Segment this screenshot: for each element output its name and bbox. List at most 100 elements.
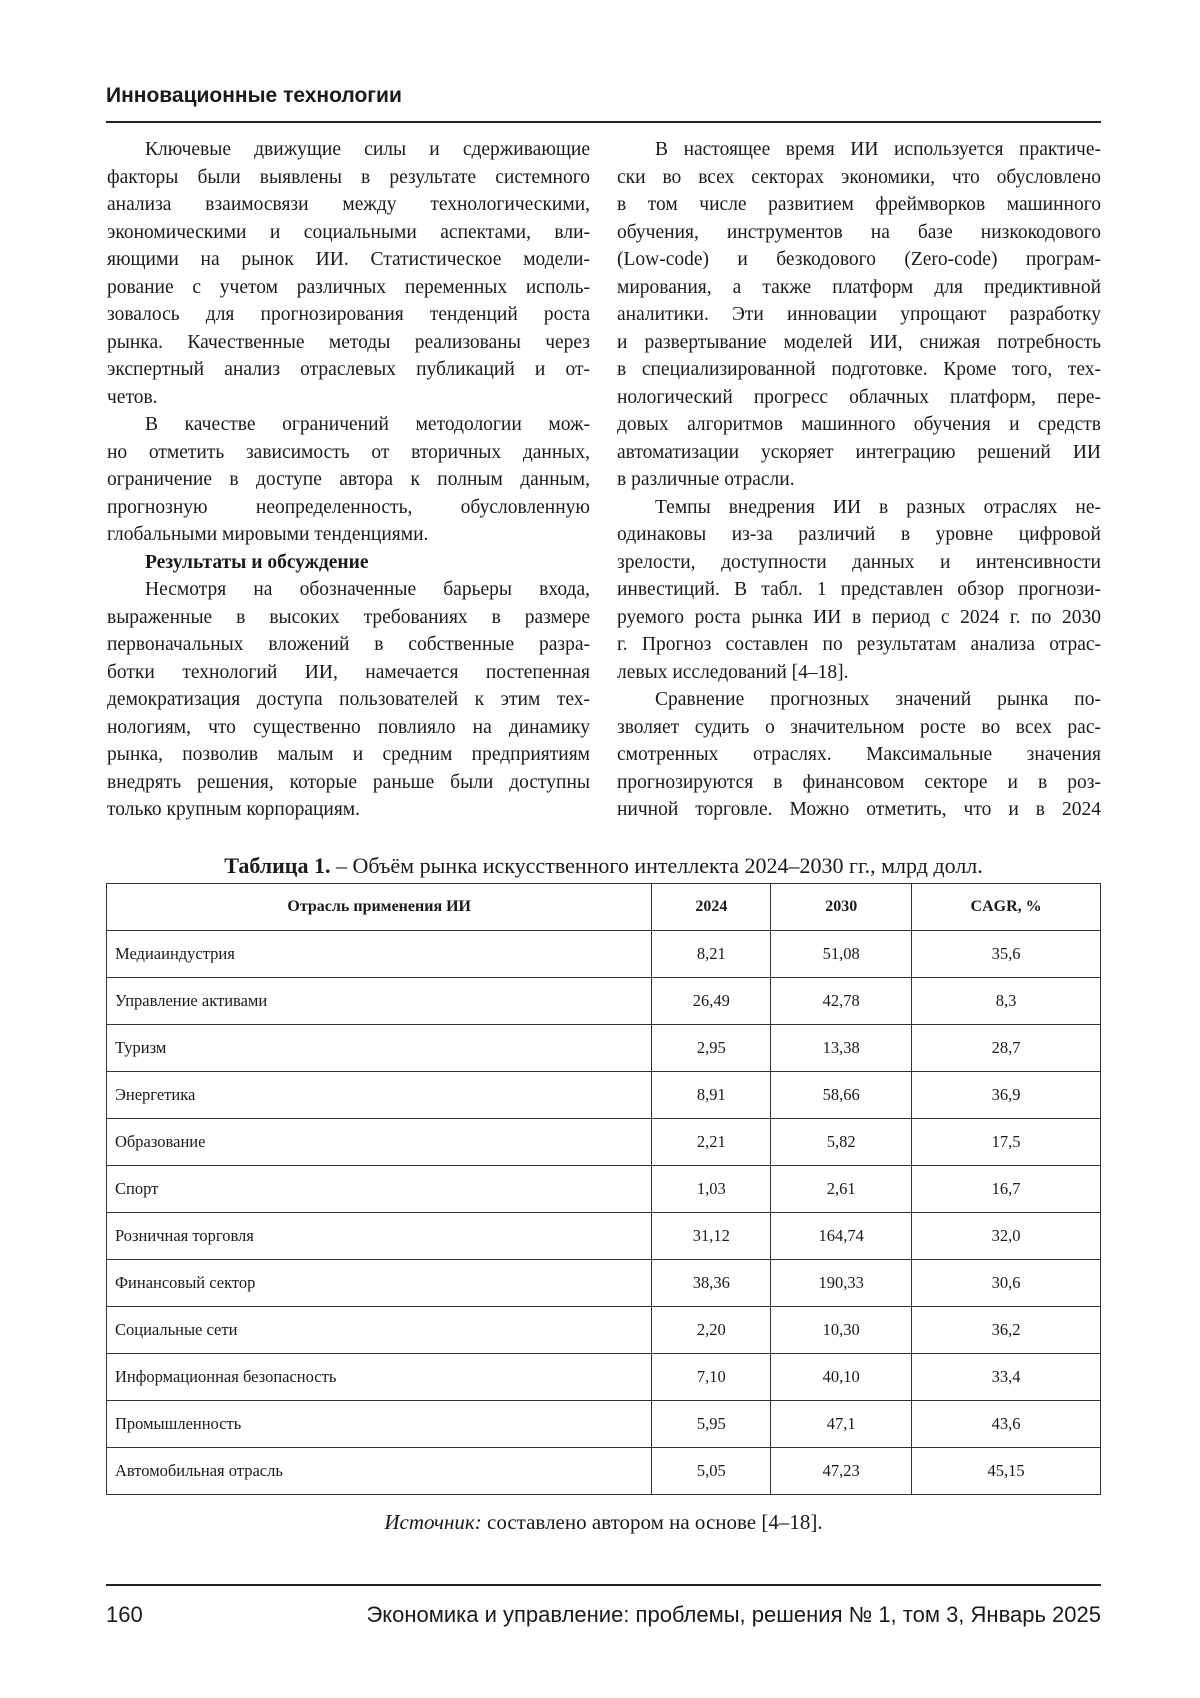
cell-2024: 31,12 [652, 1213, 771, 1260]
paragraph-line: нологиям, что существенно повлияло на ди… [107, 714, 590, 742]
table-caption: Таблица 1. – Объём рынка искусственного … [106, 853, 1101, 879]
table-row: Энергетика8,9158,6636,9 [107, 1072, 1101, 1119]
paragraph-line: довых алгоритмов машинного обучения и ср… [617, 411, 1101, 439]
cell-2030: 47,1 [771, 1401, 912, 1448]
paragraph-line: прогнозную неопределенность, обусловленн… [107, 494, 590, 522]
paragraph-line: В качестве ограничений методологии мож- [107, 411, 590, 439]
paragraph-line: ничной торговле. Можно отметить, что и в… [617, 796, 1101, 824]
source-text: составлено автором на основе [4–18]. [482, 1510, 823, 1534]
paragraph-line: смотренных отраслях. Максимальные значен… [617, 741, 1101, 769]
cell-cagr: 43,6 [912, 1401, 1101, 1448]
header-rule [106, 121, 1101, 123]
cell-2024: 2,95 [652, 1025, 771, 1072]
paragraph-line: зовалось для прогнозирования тенденций р… [107, 301, 590, 329]
cell-industry: Туризм [107, 1025, 652, 1072]
paragraph-line: четов. [107, 384, 590, 412]
table-row: Розничная торговля31,12164,7432,0 [107, 1213, 1101, 1260]
paragraph-line: но отметить зависимость от вторичных дан… [107, 439, 590, 467]
cell-cagr: 8,3 [912, 978, 1101, 1025]
paragraph-line: ботки технологий ИИ, намечается постепен… [107, 659, 590, 687]
cell-2024: 5,05 [652, 1448, 771, 1495]
header-2024: 2024 [652, 884, 771, 931]
header-industry: Отрасль применения ИИ [107, 884, 652, 931]
paragraph-line: В настоящее время ИИ используется практи… [617, 136, 1101, 164]
cell-2030: 42,78 [771, 978, 912, 1025]
paragraph-line: зволяет судить о значительном росте во в… [617, 714, 1101, 742]
cell-cagr: 30,6 [912, 1260, 1101, 1307]
table-caption-text: – Объём рынка искусственного интеллекта … [330, 853, 982, 878]
cell-industry: Медиаиндустрия [107, 931, 652, 978]
paragraph-line: одинаковы из-за различий в уровне цифров… [617, 521, 1101, 549]
paragraph-line: факторы были выявлены в результате систе… [107, 164, 590, 192]
paragraph-line: нологический прогресс облачных платформ,… [617, 384, 1101, 412]
paragraph-line: демократизация доступа пользователей к э… [107, 686, 590, 714]
table-row: Информационная безопасность7,1040,1033,4 [107, 1354, 1101, 1401]
cell-industry: Промышленность [107, 1401, 652, 1448]
cell-cagr: 16,7 [912, 1166, 1101, 1213]
cell-2030: 13,38 [771, 1025, 912, 1072]
table-row: Финансовый сектор38,36190,3330,6 [107, 1260, 1101, 1307]
cell-2024: 8,21 [652, 931, 771, 978]
paragraph-line: рынка. Качественные методы реализованы ч… [107, 329, 590, 357]
cell-2024: 7,10 [652, 1354, 771, 1401]
cell-2030: 2,61 [771, 1166, 912, 1213]
table-row: Спорт1,032,6116,7 [107, 1166, 1101, 1213]
paragraph-line: глобальными мировыми тенденциями. [107, 521, 590, 549]
cell-2030: 58,66 [771, 1072, 912, 1119]
section-heading: Результаты и обсуждение [107, 549, 590, 577]
paragraph-line: рынка, позволив малым и средним предприя… [107, 741, 590, 769]
cell-2030: 190,33 [771, 1260, 912, 1307]
paragraph-line: мирования, а также платформ для предикти… [617, 274, 1101, 302]
cell-industry: Автомобильная отрасль [107, 1448, 652, 1495]
paragraph-line: анализа взаимосвязи между технологически… [107, 191, 590, 219]
header-2030: 2030 [771, 884, 912, 931]
cell-2024: 2,20 [652, 1307, 771, 1354]
paragraph-line: ски во всех секторах экономики, что обус… [617, 164, 1101, 192]
paragraph-line: в том числе развитием фреймворков машинн… [617, 191, 1101, 219]
paragraph-line: первоначальных вложений в собственные ра… [107, 631, 590, 659]
paragraph-line: Ключевые движущие силы и сдерживающие [107, 136, 590, 164]
table-row: Туризм2,9513,3828,7 [107, 1025, 1101, 1072]
footer-rule [106, 1584, 1101, 1586]
cell-cagr: 36,9 [912, 1072, 1101, 1119]
cell-2024: 26,49 [652, 978, 771, 1025]
paragraph-line: обучения, инструментов на базе низкокодо… [617, 219, 1101, 247]
cell-industry: Энергетика [107, 1072, 652, 1119]
cell-2024: 38,36 [652, 1260, 771, 1307]
paragraph-line: и развертывание моделей ИИ, снижая потре… [617, 329, 1101, 357]
paragraph-line: ограничение в доступе автора к полным да… [107, 466, 590, 494]
table-row: Социальные сети2,2010,3036,2 [107, 1307, 1101, 1354]
cell-2024: 2,21 [652, 1119, 771, 1166]
cell-industry: Управление активами [107, 978, 652, 1025]
market-table: Отрасль применения ИИ 2024 2030 CAGR, % … [106, 883, 1101, 1495]
section-header: Инновационные технологии [106, 84, 402, 108]
paragraph-line: в специализированной подготовке. Кроме т… [617, 356, 1101, 384]
paragraph-line: г. Прогноз составлен по результатам анал… [617, 631, 1101, 659]
paragraph-line: (Low-code) и безкодового (Zero-code) про… [617, 246, 1101, 274]
table-caption-label: Таблица 1. [224, 853, 330, 878]
table-row: Управление активами26,4942,788,3 [107, 978, 1101, 1025]
paragraph-line: аналитики. Эти инновации упрощают разраб… [617, 301, 1101, 329]
paragraph-line: яющими на рынок ИИ. Статистическое модел… [107, 246, 590, 274]
paragraph-line: экономическими и социальными аспектами, … [107, 219, 590, 247]
source-label: Источник: [384, 1510, 481, 1534]
table-row: Образование2,215,8217,5 [107, 1119, 1101, 1166]
paragraph-line: внедрять решения, которые раньше были до… [107, 769, 590, 797]
header-cagr: CAGR, % [912, 884, 1101, 931]
cell-cagr: 45,15 [912, 1448, 1101, 1495]
cell-industry: Спорт [107, 1166, 652, 1213]
table-row: Автомобильная отрасль5,0547,2345,15 [107, 1448, 1101, 1495]
cell-2030: 10,30 [771, 1307, 912, 1354]
cell-cagr: 17,5 [912, 1119, 1101, 1166]
cell-2030: 164,74 [771, 1213, 912, 1260]
cell-cagr: 28,7 [912, 1025, 1101, 1072]
cell-industry: Финансовый сектор [107, 1260, 652, 1307]
paragraph-line: только крупным корпорациям. [107, 796, 590, 824]
cell-2030: 40,10 [771, 1354, 912, 1401]
paragraph-line: экспертный анализ отраслевых публикаций … [107, 356, 590, 384]
paragraph-line: зрелости, доступности данных и интенсивн… [617, 549, 1101, 577]
cell-industry: Розничная торговля [107, 1213, 652, 1260]
table-row: Промышленность5,9547,143,6 [107, 1401, 1101, 1448]
left-column: Ключевые движущие силы и сдерживающиефак… [107, 136, 590, 824]
table-row: Медиаиндустрия8,2151,0835,6 [107, 931, 1101, 978]
